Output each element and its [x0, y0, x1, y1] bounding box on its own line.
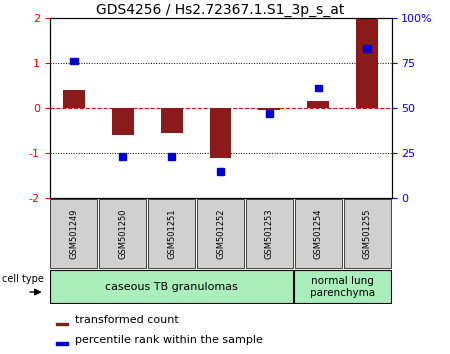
FancyBboxPatch shape [50, 199, 97, 268]
Text: caseous TB granulomas: caseous TB granulomas [105, 282, 238, 292]
Title: GDS4256 / Hs2.72367.1.S1_3p_s_at: GDS4256 / Hs2.72367.1.S1_3p_s_at [96, 3, 345, 17]
FancyBboxPatch shape [344, 199, 391, 268]
FancyBboxPatch shape [197, 199, 244, 268]
Text: GSM501250: GSM501250 [118, 209, 127, 259]
Text: GSM501255: GSM501255 [363, 209, 372, 259]
Bar [63, 90, 85, 108]
FancyBboxPatch shape [294, 270, 391, 303]
Bar [112, 108, 134, 135]
FancyBboxPatch shape [295, 199, 342, 268]
Bar [119, 153, 126, 160]
Bar [364, 45, 371, 52]
Text: GSM501254: GSM501254 [314, 209, 323, 259]
Bar [307, 101, 329, 108]
FancyBboxPatch shape [148, 199, 195, 268]
Bar [210, 108, 231, 158]
Bar [70, 58, 77, 64]
Bar [56, 342, 68, 345]
Bar [315, 85, 322, 91]
Text: GSM501252: GSM501252 [216, 209, 225, 259]
Text: cell type: cell type [3, 274, 45, 284]
Bar [266, 110, 273, 117]
Text: GSM501251: GSM501251 [167, 209, 176, 259]
Bar [161, 108, 183, 133]
Text: normal lung
parenchyma: normal lung parenchyma [310, 276, 375, 298]
Bar [56, 322, 68, 325]
FancyBboxPatch shape [246, 199, 293, 268]
FancyBboxPatch shape [99, 199, 146, 268]
Bar [217, 168, 224, 175]
Bar [168, 153, 176, 160]
Bar [258, 108, 280, 110]
Text: percentile rank within the sample: percentile rank within the sample [75, 335, 263, 345]
Bar [356, 18, 378, 108]
Text: transformed count: transformed count [75, 315, 179, 325]
Text: GSM501249: GSM501249 [69, 209, 78, 259]
FancyBboxPatch shape [50, 270, 293, 303]
Text: GSM501253: GSM501253 [265, 208, 274, 259]
